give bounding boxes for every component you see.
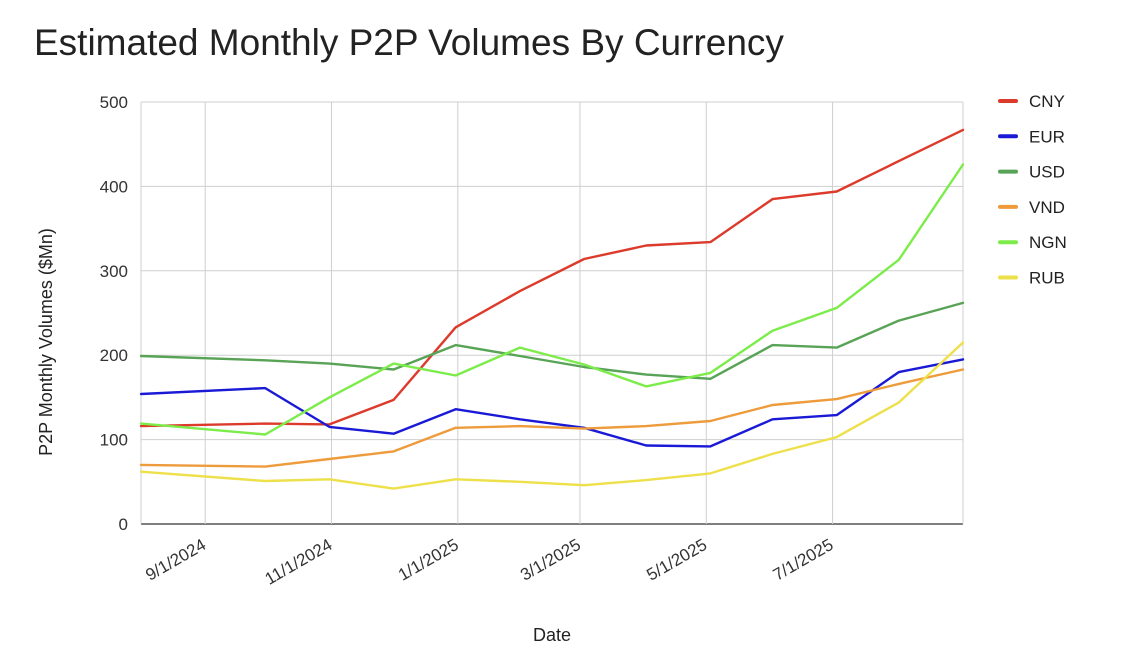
series-line-rub [139, 341, 965, 490]
x-tick-label: 3/1/2025 [517, 535, 584, 585]
legend-label: RUB [1029, 269, 1065, 288]
series-line-vnd [139, 368, 965, 468]
legend-item-vnd: VND [998, 198, 1065, 217]
legend-item-rub: RUB [998, 269, 1065, 288]
y-axis-ticks: 0 100 200 300 400 500 [100, 93, 128, 534]
x-tick-label: 7/1/2025 [770, 535, 837, 585]
y-tick-label: 500 [100, 93, 128, 112]
y-tick-label: 0 [119, 515, 128, 534]
legend-label: CNY [1029, 92, 1065, 111]
legend-item-eur: EUR [998, 127, 1065, 146]
legend-label: NGN [1029, 233, 1067, 252]
x-tick-label: 1/1/2025 [395, 535, 462, 585]
series-line-usd [139, 301, 965, 380]
y-tick-label: 100 [100, 431, 128, 450]
x-axis-label: Date [533, 625, 571, 645]
x-axis-ticks: 9/1/2024 11/1/2024 1/1/2025 3/1/2025 5/1/202… [142, 535, 836, 589]
grid [140, 101, 964, 525]
x-tick-label: 5/1/2025 [643, 535, 710, 585]
legend: CNY EUR USD VND NGN RUB [998, 92, 1067, 288]
legend-item-usd: USD [998, 163, 1065, 182]
y-tick-label: 300 [100, 262, 128, 281]
y-tick-label: 200 [100, 346, 128, 365]
legend-label: VND [1029, 198, 1065, 217]
x-tick-label: 9/1/2024 [142, 535, 209, 585]
y-axis-label: P2P Monthly Volumes ($Mn) [36, 228, 56, 456]
series-line-cny [139, 128, 965, 428]
legend-label: USD [1029, 163, 1065, 182]
x-tick-label: 11/1/2024 [262, 535, 336, 589]
y-tick-label: 400 [100, 177, 128, 196]
legend-label: EUR [1029, 127, 1065, 146]
series-line-ngn [139, 163, 965, 436]
legend-item-ngn: NGN [998, 233, 1067, 252]
chart-title: Estimated Monthly P2P Volumes By Currenc… [34, 22, 784, 63]
series-lines [139, 128, 965, 490]
legend-item-cny: CNY [998, 92, 1065, 111]
